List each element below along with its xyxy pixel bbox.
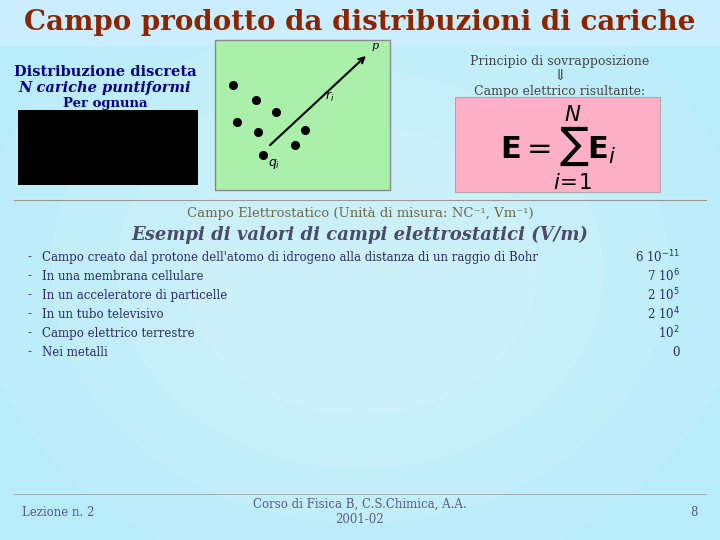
Text: p: p xyxy=(372,41,379,51)
Text: -: - xyxy=(28,327,32,340)
Text: Campo elettrico risultante:: Campo elettrico risultante: xyxy=(474,85,646,98)
Ellipse shape xyxy=(52,18,668,522)
Text: Campo prodotto da distribuzioni di cariche: Campo prodotto da distribuzioni di caric… xyxy=(24,9,696,36)
Text: $r_i$: $r_i$ xyxy=(325,90,335,104)
Bar xyxy=(215,40,390,190)
Text: Campo Elettrostatico (Unità di misura: NC⁻¹, Vm⁻¹): Campo Elettrostatico (Unità di misura: N… xyxy=(186,207,534,220)
Text: -: - xyxy=(28,269,32,282)
Text: 2 10$^{4}$: 2 10$^{4}$ xyxy=(647,306,680,322)
Text: Per ognuna: Per ognuna xyxy=(63,97,148,110)
Bar xyxy=(18,110,198,185)
Text: Distribuzione discreta: Distribuzione discreta xyxy=(14,65,197,79)
Bar xyxy=(455,97,660,192)
Text: ⇓: ⇓ xyxy=(554,70,567,84)
Text: Campo elettrico terrestre: Campo elettrico terrestre xyxy=(42,327,194,340)
Text: Campo creato dal protone dell'atomo di idrogeno alla distanza di un raggio di Bo: Campo creato dal protone dell'atomo di i… xyxy=(42,251,538,264)
Text: -: - xyxy=(28,251,32,264)
Text: In un acceleratore di particelle: In un acceleratore di particelle xyxy=(42,288,228,301)
Text: Principio di sovrapposizione: Principio di sovrapposizione xyxy=(470,56,649,69)
Text: $q_i$: $q_i$ xyxy=(268,157,280,171)
Text: 6 10$^{-11}$: 6 10$^{-11}$ xyxy=(635,249,680,265)
Bar xyxy=(0,0,720,45)
Text: In un tubo televisivo: In un tubo televisivo xyxy=(42,307,163,321)
Text: Lezione n. 2: Lezione n. 2 xyxy=(22,505,94,518)
Text: N cariche puntiformi: N cariche puntiformi xyxy=(19,81,192,95)
Ellipse shape xyxy=(118,72,602,468)
Text: 2 10$^{5}$: 2 10$^{5}$ xyxy=(647,287,680,303)
Text: 7 10$^{6}$: 7 10$^{6}$ xyxy=(647,268,680,284)
Ellipse shape xyxy=(184,126,536,414)
Text: 8: 8 xyxy=(690,505,698,518)
Text: Nei metalli: Nei metalli xyxy=(42,346,108,359)
Text: 10$^{2}$: 10$^{2}$ xyxy=(659,325,680,341)
Text: In una membrana cellulare: In una membrana cellulare xyxy=(42,269,204,282)
Text: -: - xyxy=(28,307,32,321)
Text: $\mathbf{E}=\!\sum_{i\!=\!1}^{N}\!\mathbf{E}_i$: $\mathbf{E}=\!\sum_{i\!=\!1}^{N}\!\mathb… xyxy=(500,104,616,193)
Text: Corso di Fisica B, C.S.Chimica, A.A.
2001-02: Corso di Fisica B, C.S.Chimica, A.A. 200… xyxy=(253,498,467,526)
Text: -: - xyxy=(28,346,32,359)
Text: 0: 0 xyxy=(672,346,680,359)
Text: -: - xyxy=(28,288,32,301)
Text: Esempi di valori di campi elettrostatici (V/m): Esempi di valori di campi elettrostatici… xyxy=(132,226,588,244)
